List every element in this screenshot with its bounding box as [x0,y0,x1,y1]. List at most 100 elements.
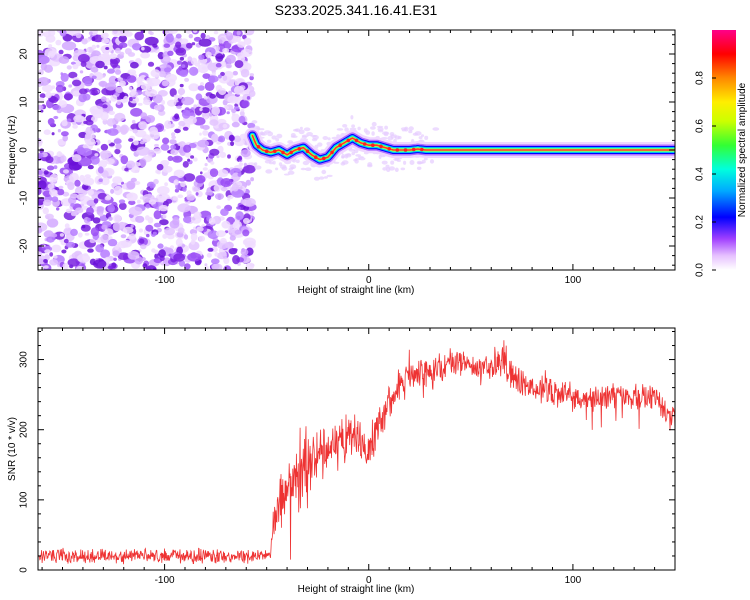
speckle [396,159,401,162]
speckle [52,104,61,111]
speckle [193,36,202,42]
speckle [236,206,242,210]
speckle [96,44,100,48]
speckle [198,38,212,47]
ridge-peak [371,143,375,147]
speckle [219,151,227,158]
speckle [127,251,140,260]
speckle [400,167,406,171]
speckle [237,41,246,48]
speckle [179,69,188,77]
speckle [42,199,52,207]
speckle [45,91,52,99]
speckle [420,134,425,137]
speckle [43,170,49,175]
speckle [139,45,152,54]
speckle [215,53,224,62]
speckle [151,248,156,253]
speckle [199,132,202,136]
speckle [240,248,249,256]
speckle [289,164,297,170]
speckle [117,252,130,260]
speckle [191,215,202,224]
speckle [376,125,384,128]
speckle [120,181,125,185]
speckle [177,87,186,96]
speckle [153,178,159,185]
speckle [160,160,170,166]
colorbar-tick-label: 0.6 [695,119,706,133]
speckle [156,186,170,195]
speckle [167,99,177,107]
snr-ytick-label: 300 [19,351,30,368]
speckle [136,199,141,204]
spectrogram-xlabel: Height of straight line (km) [298,285,415,296]
speckle [159,219,169,226]
speckle [323,176,328,179]
speckle [66,65,72,70]
speckle [351,151,356,156]
speckle [120,124,129,134]
speckle [207,62,219,72]
speckle [68,71,78,79]
ridge-peak [289,150,294,155]
speckle [43,129,51,135]
speckle [48,44,53,48]
speckle [160,143,170,151]
speckle [146,233,150,238]
speckle [259,128,265,131]
speckle [342,124,348,128]
speckle [41,84,54,93]
speckle [112,176,123,184]
speckle [207,247,214,252]
speckle [87,189,95,196]
speckle [250,177,255,182]
snr-ytick-label: 0 [19,567,30,573]
speckle [145,203,150,209]
speckle [172,217,180,226]
speckle [173,253,186,262]
speckle [103,65,108,70]
speckle [81,38,88,45]
speckle [58,185,64,190]
speckle [38,97,45,103]
speckle [303,127,311,132]
spectrogram-ytick-label: 10 [19,96,30,108]
speckle [157,90,168,97]
speckle [240,68,250,78]
snr-xtick-label: -100 [155,575,175,586]
speckle [318,176,325,180]
speckle [80,61,87,67]
speckle [164,182,169,187]
speckle [228,134,235,142]
speckle [147,149,155,156]
speckle [128,138,134,142]
speckle [86,217,91,222]
speckle [104,256,111,264]
speckle [81,224,86,229]
speckle [211,258,220,265]
speckle [47,165,55,171]
speckle [243,237,256,247]
colorbar-ticks: 0.0 0.2 0.4 0.6 0.8 [695,71,716,277]
speckle [186,194,196,201]
speckle [101,177,110,186]
speckle [145,88,158,97]
speckle [105,47,110,50]
speckle [370,126,376,130]
speckle [53,165,58,170]
speckle [128,206,143,216]
speckle [148,199,157,205]
speckle [216,46,220,51]
speckle [53,255,58,259]
speckle [127,52,136,57]
speckle [179,56,185,61]
speckle [371,121,377,127]
speckle [190,57,198,65]
speckle [231,183,239,192]
speckle [49,259,59,266]
speckle [98,178,103,182]
speckle [91,89,98,96]
speckle [195,93,203,101]
speckle [102,104,108,109]
